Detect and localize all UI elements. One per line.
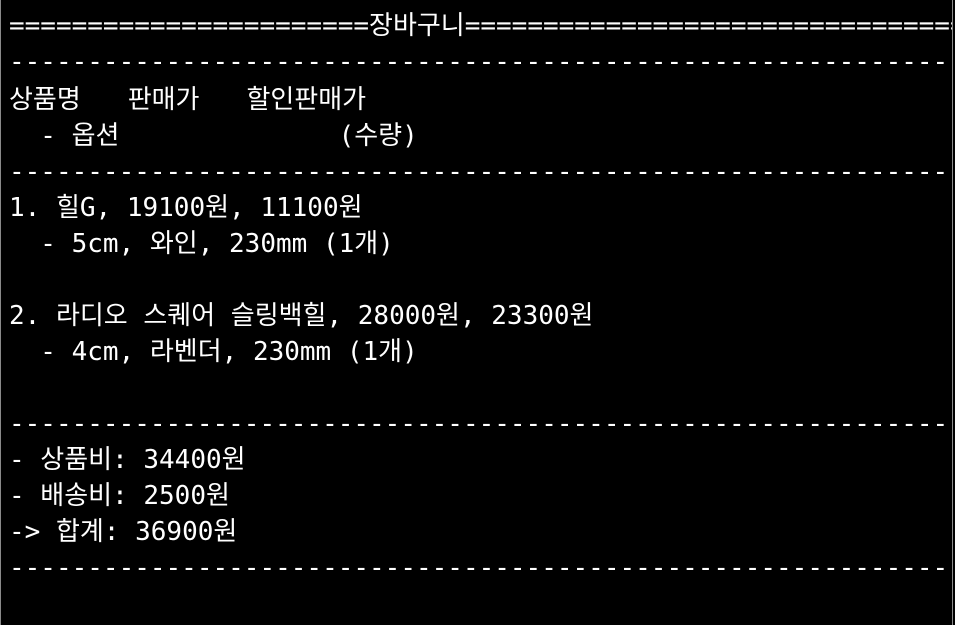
- cart-title-line: =======================장바구니=============…: [9, 11, 952, 41]
- cart-item-1-main: 1. 힐G, 19100원, 11100원: [9, 193, 363, 223]
- summary-total: -> 합계: 36900원: [9, 517, 238, 547]
- divider-header: ----------------------------------------…: [9, 157, 952, 187]
- divider-bottom: ----------------------------------------…: [9, 553, 952, 583]
- summary-subtotal: - 상품비: 34400원: [9, 445, 246, 475]
- summary-shipping: - 배송비: 2500원: [9, 481, 230, 511]
- cart-item-2-options: - 4cm, 라벤더, 230mm (1개): [9, 337, 418, 367]
- header-row-option-quantity: - 옵션 (수량): [9, 121, 418, 151]
- cart-item-1-options: - 5cm, 와인, 230mm (1개): [9, 229, 394, 259]
- header-row-product-prices: 상품명 판매가 할인판매가: [9, 85, 367, 115]
- divider-summary: ----------------------------------------…: [9, 409, 952, 439]
- divider-top: ----------------------------------------…: [9, 47, 952, 77]
- cart-item-2-main: 2. 라디오 스퀘어 슬링백힐, 28000원, 23300원: [9, 301, 594, 331]
